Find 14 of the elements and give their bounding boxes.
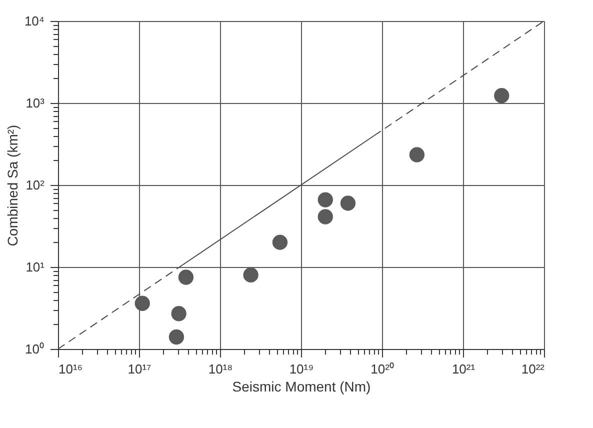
x-tick-label: 10²⁰	[370, 362, 394, 376]
x-tick-label: 10¹⁷	[128, 362, 152, 376]
x-tick-label: 10²¹	[452, 362, 476, 376]
y-tick-label: 10⁴	[24, 14, 44, 28]
y-tick-label: 10¹	[26, 260, 46, 274]
y-tick-label: 10³	[26, 96, 46, 110]
y-tick-label: 10²	[26, 178, 46, 192]
y-tick-label: 10⁰	[25, 342, 44, 356]
y-axis-title: Combined Sa (km²)	[4, 124, 20, 246]
x-tick-label: 10¹⁸	[208, 362, 233, 376]
x-axis-title: Seismic Moment (Nm)	[232, 378, 371, 394]
x-tick-label: 10¹⁶	[58, 362, 83, 376]
x-tick-label: 10¹⁹	[289, 362, 314, 376]
x-tick-label: 10²²	[521, 362, 546, 376]
